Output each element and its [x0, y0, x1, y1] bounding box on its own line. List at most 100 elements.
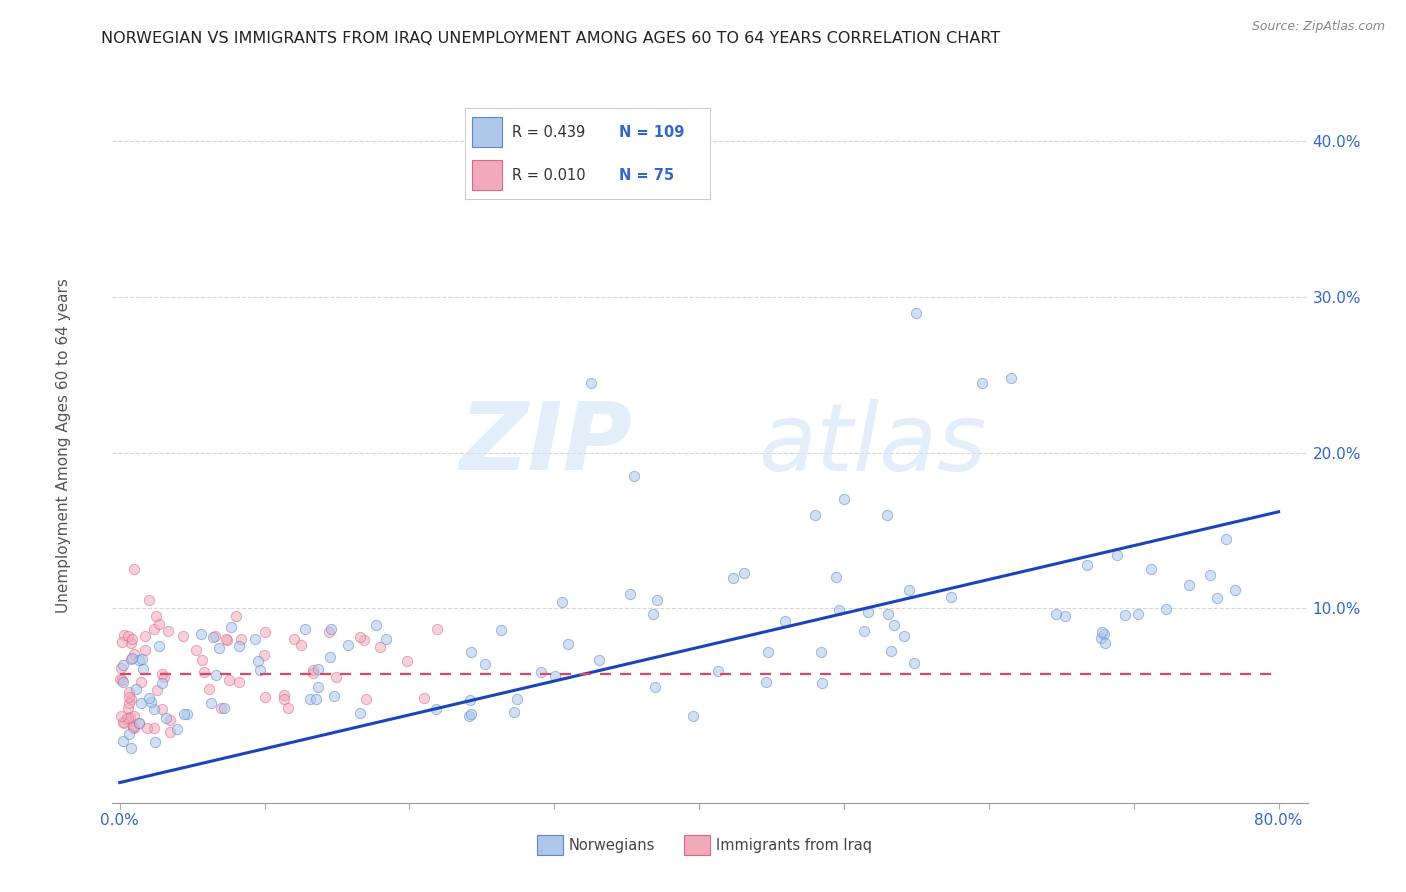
Point — [120, 692, 142, 706]
Point — [941, 591, 963, 605]
Point — [852, 624, 875, 639]
Point — [249, 663, 271, 677]
Point — [893, 629, 915, 643]
Point — [215, 632, 238, 647]
Point — [707, 664, 730, 678]
Text: ZIP: ZIP — [460, 399, 633, 491]
Point — [117, 711, 139, 725]
Point — [1091, 625, 1114, 640]
Point — [551, 595, 574, 609]
Point — [1178, 578, 1201, 592]
Point — [153, 670, 176, 684]
Point — [208, 640, 231, 655]
Point — [111, 634, 134, 648]
Point — [141, 695, 163, 709]
Point — [773, 614, 796, 628]
Point — [148, 639, 170, 653]
Point — [120, 652, 142, 666]
Point — [205, 667, 228, 681]
Point — [121, 651, 143, 665]
Point — [166, 722, 188, 736]
Point — [970, 376, 993, 390]
Point — [1128, 607, 1150, 621]
Point — [172, 629, 194, 643]
Point — [425, 702, 447, 716]
Point — [349, 630, 371, 644]
Point — [307, 662, 329, 676]
Point — [110, 660, 132, 674]
Point — [876, 607, 898, 621]
Point — [811, 676, 834, 690]
Point — [319, 650, 342, 665]
Point — [219, 619, 242, 633]
Point — [318, 625, 340, 640]
Point — [756, 645, 779, 659]
Point — [506, 691, 529, 706]
Point — [148, 616, 170, 631]
Point — [643, 607, 665, 621]
Point — [302, 663, 325, 677]
Point — [396, 654, 419, 668]
Point — [458, 693, 481, 707]
Point — [426, 622, 449, 636]
Point — [413, 690, 436, 705]
Point — [325, 670, 347, 684]
Point — [645, 593, 668, 607]
Point — [460, 707, 482, 722]
Point — [215, 633, 238, 648]
Point — [1154, 602, 1177, 616]
Point — [122, 562, 145, 576]
Point — [190, 626, 212, 640]
Point — [218, 673, 240, 687]
Point — [1000, 371, 1022, 385]
Point — [733, 566, 755, 580]
Point — [112, 733, 135, 747]
Point — [253, 690, 276, 705]
Text: Norwegians: Norwegians — [569, 838, 655, 853]
Point — [349, 706, 371, 721]
Point — [897, 583, 920, 598]
Text: Immigrants from Iraq: Immigrants from Iraq — [716, 838, 872, 853]
Point — [225, 609, 247, 624]
Point — [112, 714, 135, 729]
Point — [1076, 558, 1098, 572]
Point — [125, 682, 148, 697]
Point — [557, 637, 579, 651]
Point — [246, 654, 269, 668]
Point — [120, 740, 142, 755]
Point — [145, 683, 167, 698]
Point — [145, 609, 167, 624]
Point — [118, 709, 141, 723]
Point — [307, 680, 329, 694]
Point — [150, 676, 173, 690]
Point — [142, 702, 165, 716]
Point — [856, 605, 879, 619]
Point — [112, 716, 135, 731]
Point — [1045, 607, 1067, 621]
Point — [273, 688, 295, 702]
Point — [134, 629, 156, 643]
Point — [336, 638, 359, 652]
Point — [502, 705, 524, 719]
Point — [150, 702, 173, 716]
Point — [1092, 627, 1115, 641]
Point — [1053, 609, 1076, 624]
Point — [128, 716, 150, 731]
Point — [253, 624, 276, 639]
Point — [111, 673, 134, 687]
Point — [143, 735, 166, 749]
Point — [111, 675, 134, 690]
Point — [159, 713, 181, 727]
Point — [118, 685, 141, 699]
Point — [880, 644, 903, 658]
Point — [543, 669, 565, 683]
Point — [228, 675, 250, 690]
Point — [755, 675, 778, 690]
Point — [131, 652, 153, 666]
Point — [193, 665, 215, 679]
Point — [1199, 567, 1222, 582]
Point — [173, 707, 195, 722]
Point — [111, 658, 134, 673]
Point — [228, 639, 250, 653]
Point — [1225, 583, 1247, 598]
